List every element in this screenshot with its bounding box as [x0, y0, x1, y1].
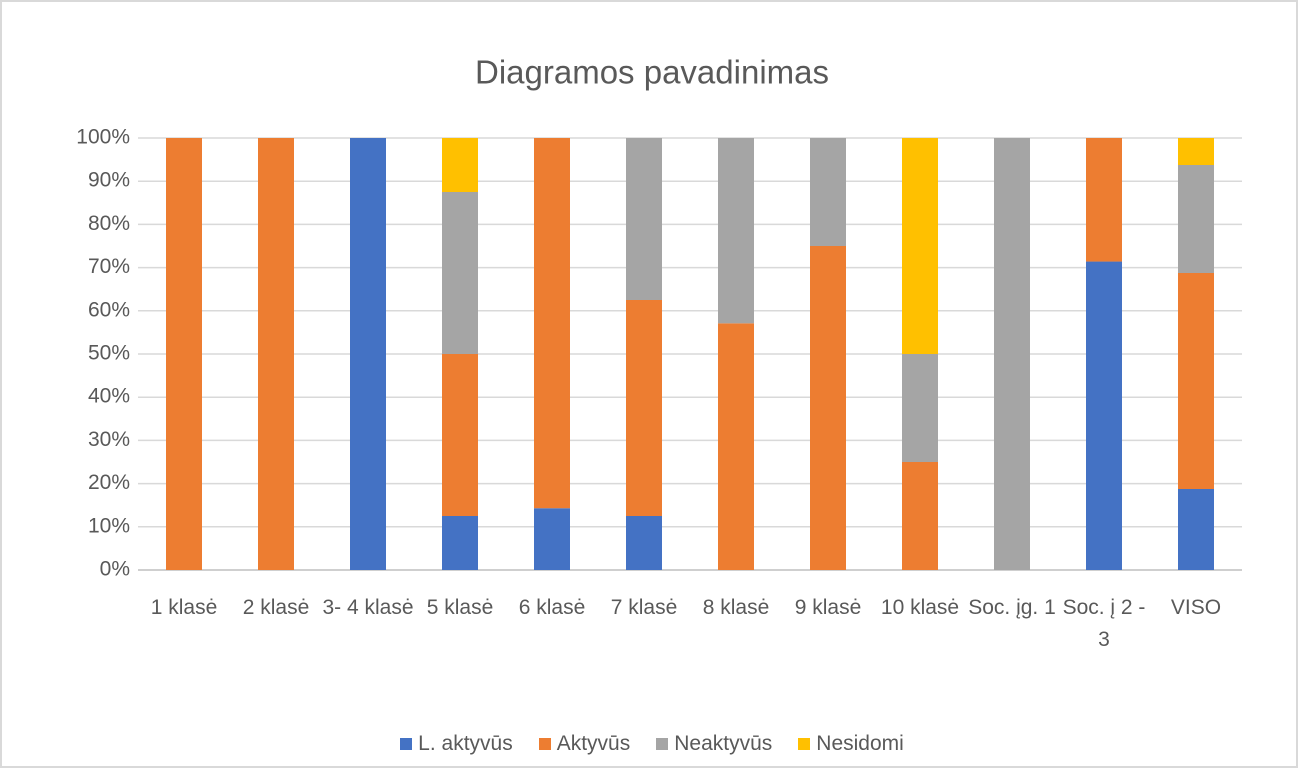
legend-label: Neaktyvūs — [674, 732, 773, 755]
y-tick-label: 50% — [88, 342, 130, 365]
y-tick-label: 40% — [88, 385, 130, 408]
bar-segment — [718, 138, 754, 324]
bar-segment — [534, 508, 570, 570]
x-tick-label: 1 klasė — [150, 596, 218, 619]
y-tick-label: 20% — [88, 471, 130, 494]
x-tick-label: 10 klasė — [880, 596, 960, 619]
x-tick-label: 3- 4 klasė — [322, 596, 414, 619]
bar-segment — [626, 138, 662, 300]
x-tick-label: VISO — [1170, 596, 1222, 619]
y-tick-label: 70% — [88, 255, 130, 278]
bar-segment — [1178, 489, 1214, 570]
legend-swatch — [798, 738, 811, 750]
legend-swatch — [656, 738, 669, 750]
bar-segment — [994, 138, 1030, 570]
bar-segment — [1178, 138, 1214, 165]
chart-title: Diagramos pavadinimas — [475, 54, 829, 91]
legend-label: L. aktyvūs — [418, 732, 513, 755]
bar-segment — [1178, 165, 1214, 273]
bar-segment — [718, 323, 754, 570]
y-tick-label: 80% — [88, 212, 130, 235]
bar-segment — [1086, 261, 1122, 570]
bar-segment — [810, 138, 846, 246]
x-tick-label: 5 klasė — [426, 596, 494, 619]
legend-label: Aktyvūs — [556, 732, 631, 755]
x-tick-label: 8 klasė — [702, 596, 770, 619]
bar-segment — [1086, 138, 1122, 262]
y-tick-label: 100% — [76, 126, 130, 149]
legend-item: Aktyvūs — [538, 732, 631, 756]
bar-segment — [442, 192, 478, 354]
bar-segment — [258, 138, 294, 570]
legend-item: Nesidomi — [798, 732, 904, 756]
bar-segment — [626, 516, 662, 570]
legend: L. aktyvūs Aktyvūs Neaktyvūs Nesidomi — [0, 732, 1304, 756]
bar-segment — [442, 138, 478, 192]
y-tick-label: 90% — [88, 169, 130, 192]
x-tick-label: 7 klasė — [610, 596, 678, 619]
bar-segment — [810, 246, 846, 570]
x-tick-label: 9 klasė — [794, 596, 862, 619]
bar-segment — [442, 354, 478, 516]
x-tick-label: 6 klasė — [518, 596, 586, 619]
bar-segment — [166, 138, 202, 570]
x-tick-label: 2 klasė — [242, 596, 310, 619]
bar-segment — [902, 138, 938, 354]
bar-segment — [902, 462, 938, 570]
legend-swatch — [400, 738, 413, 750]
legend-label: Nesidomi — [816, 732, 904, 755]
bar-segment — [350, 138, 386, 570]
bar-segment — [1178, 273, 1214, 489]
bar-segment — [534, 138, 570, 509]
bar-segment — [442, 516, 478, 570]
y-tick-label: 10% — [88, 514, 130, 537]
bar-segment — [902, 354, 938, 462]
bar-segment — [626, 300, 662, 516]
y-tick-label: 60% — [88, 298, 130, 321]
y-tick-label: 30% — [88, 428, 130, 451]
legend-swatch — [538, 738, 551, 750]
x-tick-label: Soc. įg. 1 — [968, 596, 1056, 619]
legend-item: L. aktyvūs — [400, 732, 513, 756]
legend-item: Neaktyvūs — [656, 732, 772, 756]
y-tick-label: 0% — [100, 558, 130, 581]
x-tick-label: Soc. į 2 - 3 — [1062, 596, 1146, 651]
